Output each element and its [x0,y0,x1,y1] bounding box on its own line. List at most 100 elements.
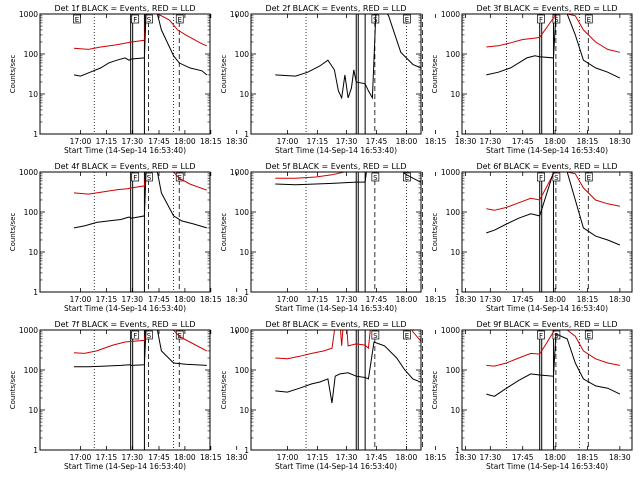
marker-label: F [539,332,543,340]
marker-label: S [373,332,378,340]
plot-frame [461,329,633,451]
x-tick-label: 18:15 [200,295,222,304]
y-axis-label: Counts/sec [220,213,228,252]
x-tick-label: 17:15 [96,453,118,462]
x-tick-label: 17:30 [121,137,143,146]
marker-label: F [539,174,543,182]
marker-label: E [587,174,591,182]
x-tick-label: 17:30 [121,453,143,462]
x-tick-label: 17:45 [366,295,388,304]
series-lld-red [275,172,348,179]
x-axis-label: Start Time (14-Sep-14 16:53:40) [275,462,397,471]
plot-frame [39,329,211,451]
series-events-black [486,172,621,246]
x-axis-label: Start Time (14-Sep-14 16:53:40) [486,304,608,313]
x-tick-label: 18:00 [396,137,418,146]
x-tick-label: 18:30 [226,137,248,146]
x-tick-label: 17:15 [307,453,329,462]
panel-title: Det 3f BLACK = Events, RED = LLD [476,4,617,13]
marker-label: E [75,16,79,24]
x-axis-label: Start Time (14-Sep-14 16:53:40) [64,462,186,471]
panel-title: Det 6f BLACK = Events, RED = LLD [476,162,617,171]
y-tick-label: 1000 [19,10,38,19]
series-lld-red [486,330,620,367]
x-tick-label: 18:30 [455,453,477,462]
y-axis-label: Counts/sec [431,213,439,252]
marker-label: F [133,332,137,340]
marker-box [131,14,140,24]
x-tick-label: 18:30 [455,295,477,304]
y-tick-label: 1 [33,130,38,139]
x-tick-label: 17:30 [336,295,358,304]
x-tick-label: 17:30 [480,453,502,462]
y-axis-label: Counts/sec [220,371,228,410]
panel-4: Det 4f BLACK = Events, RED = LLD 1 10 100 10… [9,162,248,313]
x-axis-label: Start Time (14-Sep-14 16:53:40) [275,146,397,155]
series-events-black [74,330,207,368]
y-tick-label: 100 [24,208,39,217]
marker-box [552,330,561,340]
y-tick-label: 1 [455,446,460,455]
marker-label: E [178,16,182,24]
panel-9: Det 9f BLACK = Events, RED = LLD 1 10 100 10… [431,320,633,471]
x-tick-label: 17:30 [121,295,143,304]
marker-label: E [587,16,591,24]
panel-6: Det 6f BLACK = Events, RED = LLD 1 10 100 10… [431,162,633,313]
plot-frame [39,13,211,135]
x-tick-label: 18:15 [200,453,222,462]
marker-box [584,330,593,340]
marker-label: E [405,332,409,340]
x-tick-label: 17:00 [277,295,299,304]
marker-box [371,330,380,340]
x-tick-label: 17:45 [366,453,388,462]
plot-frame [250,13,422,135]
marker-box [403,14,411,24]
series-events-black [275,172,421,186]
marker-label: S [554,332,559,340]
marker-box [552,172,561,182]
y-tick-label: 1 [244,130,249,139]
series-events-black [275,341,421,404]
y-tick-label: 100 [235,50,250,59]
panel-3: Det 3f BLACK = Events, RED = LLD 1 10 100 10… [431,4,633,155]
marker-box [537,330,545,340]
x-tick-label: 18:00 [544,295,566,304]
x-tick-label: 17:15 [96,137,118,146]
plot-frame [461,171,633,293]
y-tick-label: 10 [239,90,249,99]
series-events-black [73,14,208,77]
y-axis-label: Counts/sec [431,371,439,410]
marker-label: E [405,16,409,24]
panel-title: Det 7f BLACK = Events, RED = LLD [54,320,195,329]
y-tick-label: 1000 [230,10,249,19]
x-tick-label: 17:45 [148,453,170,462]
y-axis-label: Counts/sec [220,55,228,94]
x-tick-label: 18:15 [577,137,599,146]
series-lld-red [73,172,207,195]
panel-title: Det 5f BLACK = Events, RED = LLD [265,162,406,171]
x-tick-label: 17:00 [277,137,299,146]
panel-5: Det 5f BLACK = Events, RED = LLD 1 10 100 10… [220,162,477,313]
x-tick-label: 17:45 [512,137,534,146]
marker-label: S [554,16,559,24]
marker-box [131,172,140,182]
x-tick-label: 18:30 [226,295,248,304]
y-tick-label: 1000 [230,326,249,335]
series-lld-red [73,330,208,354]
panel-title: Det 8f BLACK = Events, RED = LLD [265,320,406,329]
plot-frame [250,329,422,451]
x-tick-label: 17:30 [480,295,502,304]
plot-frame [461,13,633,135]
x-tick-label: 17:30 [336,453,358,462]
x-tick-label: 18:30 [609,137,631,146]
marker-box [175,330,184,340]
x-tick-label: 17:00 [277,453,299,462]
x-tick-label: 18:15 [425,295,447,304]
x-axis-label: Start Time (14-Sep-14 16:53:40) [64,304,186,313]
marker-box [537,14,545,24]
x-tick-label: 17:45 [512,453,534,462]
marker-label: F [133,174,137,182]
y-tick-label: 1000 [441,168,460,177]
marker-label: S [147,174,152,182]
marker-box [537,172,545,182]
